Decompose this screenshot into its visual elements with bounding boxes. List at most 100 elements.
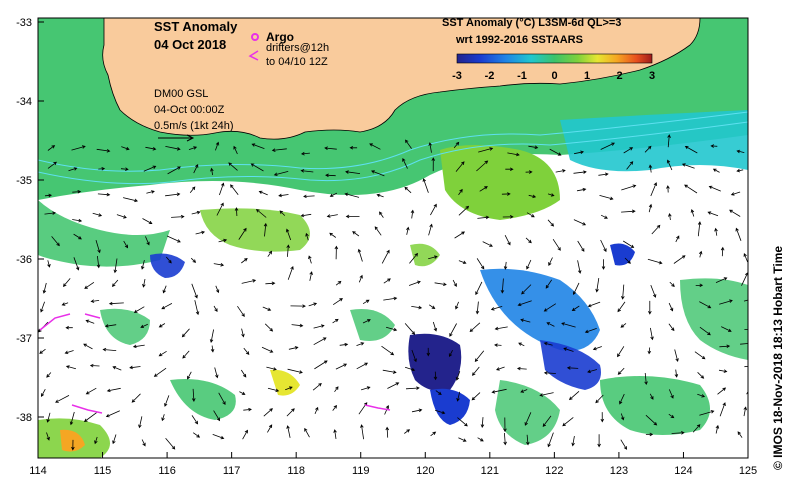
current-vector — [477, 215, 490, 220]
current-vector — [621, 284, 625, 300]
current-vector — [744, 365, 748, 368]
current-vector — [55, 395, 70, 403]
current-vector — [357, 248, 363, 262]
colorbar-tick-label: -2 — [485, 70, 495, 82]
current-vector — [40, 301, 45, 313]
current-vector — [73, 233, 82, 240]
current-vector — [743, 253, 748, 263]
current-vector — [698, 250, 703, 258]
current-vector — [573, 219, 587, 226]
current-vector — [432, 321, 438, 332]
current-vector — [112, 366, 122, 371]
current-vector — [548, 257, 553, 266]
current-vector — [85, 319, 95, 324]
current-vector — [329, 192, 338, 197]
current-vector — [241, 279, 257, 284]
current-vector — [647, 258, 663, 265]
current-vector — [684, 146, 698, 154]
current-vector — [668, 302, 674, 312]
current-vector — [234, 207, 239, 217]
current-vector — [667, 134, 671, 148]
current-vector — [145, 146, 157, 151]
current-vector — [96, 255, 101, 269]
current-vector — [267, 387, 280, 393]
current-vector — [164, 395, 170, 407]
current-vector — [650, 182, 657, 197]
current-vector — [167, 166, 181, 175]
current-vector — [356, 342, 365, 346]
current-vector — [69, 411, 75, 426]
current-vector — [710, 144, 718, 148]
current-vector — [210, 167, 214, 176]
current-vector — [699, 410, 715, 416]
current-vector — [408, 280, 421, 286]
current-vector — [142, 279, 146, 288]
current-vector — [708, 185, 721, 192]
current-vector — [721, 326, 732, 332]
current-vector — [140, 323, 148, 328]
current-vector — [381, 345, 395, 356]
current-vector — [309, 271, 313, 281]
current-vector — [650, 284, 657, 298]
current-vector — [360, 424, 364, 440]
current-vector — [547, 219, 555, 227]
current-vector — [243, 407, 252, 412]
current-vector — [334, 386, 339, 393]
current-vector — [458, 188, 463, 196]
current-vector — [649, 393, 654, 400]
current-vector — [521, 284, 532, 295]
colorbar-tick-label: 2 — [616, 70, 622, 82]
current-vector — [44, 211, 57, 215]
current-vector — [291, 323, 304, 328]
current-vector — [503, 417, 507, 433]
current-vector — [600, 142, 615, 150]
current-vector — [699, 326, 711, 336]
current-vector — [237, 305, 245, 318]
current-vector — [617, 346, 625, 358]
current-vector — [477, 437, 484, 442]
current-vector — [286, 425, 291, 438]
current-vector — [576, 187, 587, 192]
current-vector — [592, 346, 602, 351]
current-vector — [572, 282, 580, 296]
current-vector — [746, 390, 748, 395]
current-vector — [308, 302, 318, 307]
current-vector — [121, 146, 130, 151]
current-vector — [267, 424, 273, 433]
current-vector — [543, 371, 556, 375]
current-vector — [409, 252, 419, 264]
current-vector — [434, 409, 446, 415]
current-vector — [313, 337, 327, 346]
current-vector — [697, 372, 705, 379]
current-vector — [240, 369, 247, 378]
current-vector — [405, 139, 412, 149]
current-vector — [46, 372, 52, 378]
credit-text: © IMOS 18-Nov-2018 18:13 Hobart Time — [771, 245, 785, 470]
current-vector — [47, 260, 51, 268]
y-tick-label: -36 — [16, 254, 32, 266]
current-vector — [214, 367, 219, 379]
current-vector — [83, 412, 97, 422]
current-vector — [239, 391, 246, 395]
current-vector — [571, 305, 580, 311]
current-vector — [65, 365, 77, 370]
current-vector — [145, 236, 150, 246]
drifter-legend-marker — [248, 50, 259, 61]
current-vector — [668, 413, 675, 419]
current-vector — [428, 304, 436, 309]
current-vector — [474, 350, 485, 362]
current-vector — [476, 258, 485, 270]
current-vector — [120, 167, 129, 171]
current-vector — [478, 147, 494, 153]
current-vector — [543, 341, 553, 346]
current-vector — [193, 164, 199, 174]
current-vector — [454, 231, 466, 239]
current-vector — [479, 186, 488, 192]
current-vector — [213, 410, 221, 422]
current-vector — [161, 303, 173, 310]
current-vector — [189, 186, 196, 194]
map-title: SST Anomaly — [154, 19, 238, 34]
x-tick-label: 119 — [352, 465, 370, 477]
current-vector — [644, 145, 652, 153]
current-vector — [96, 148, 111, 153]
